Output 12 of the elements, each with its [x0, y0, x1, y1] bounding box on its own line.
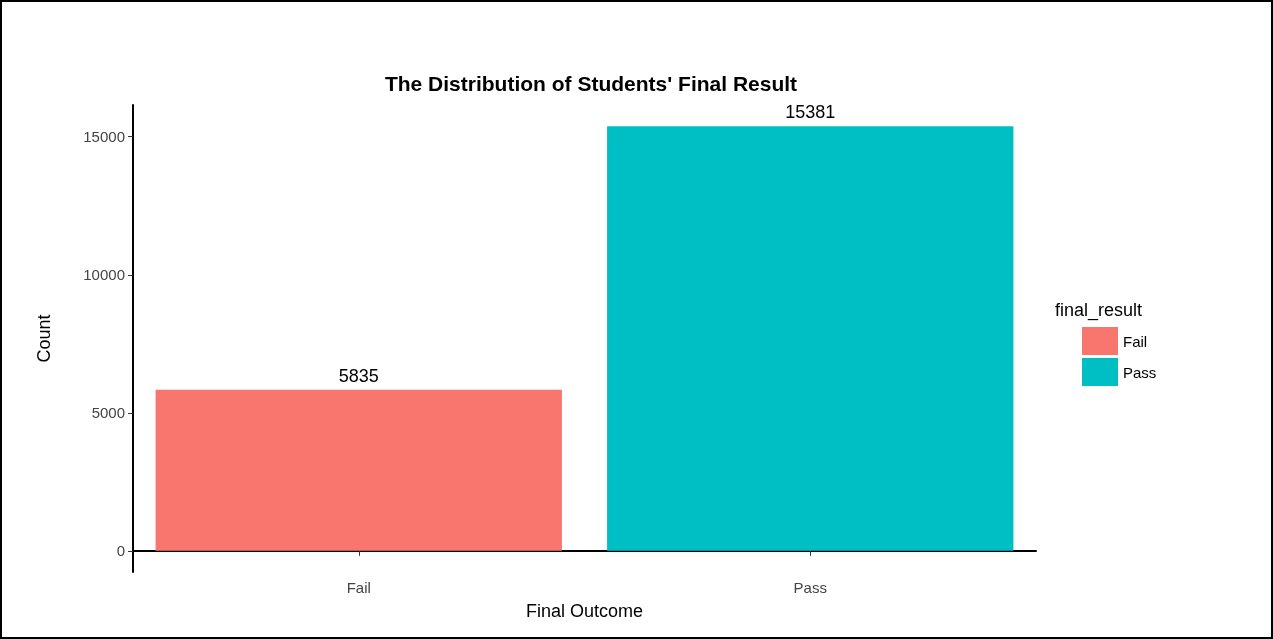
- y-tick-label: 15000: [83, 128, 125, 146]
- data-label: 15381: [785, 102, 836, 123]
- x-axis-title: Final Outcome: [525, 601, 644, 621]
- y-tick-label: 5000: [91, 404, 125, 422]
- data-label: 5835: [338, 365, 379, 386]
- legend-label: Fail: [1123, 332, 1148, 350]
- y-tick-label: 0: [116, 542, 125, 560]
- legend-label: Pass: [1123, 363, 1157, 381]
- chart-title: The Distribution of Students' Final Result: [384, 72, 798, 95]
- y-tick-label: 10000: [83, 266, 125, 284]
- y-axis-title: Count: [34, 314, 54, 363]
- legend-title: final_result: [1055, 300, 1143, 321]
